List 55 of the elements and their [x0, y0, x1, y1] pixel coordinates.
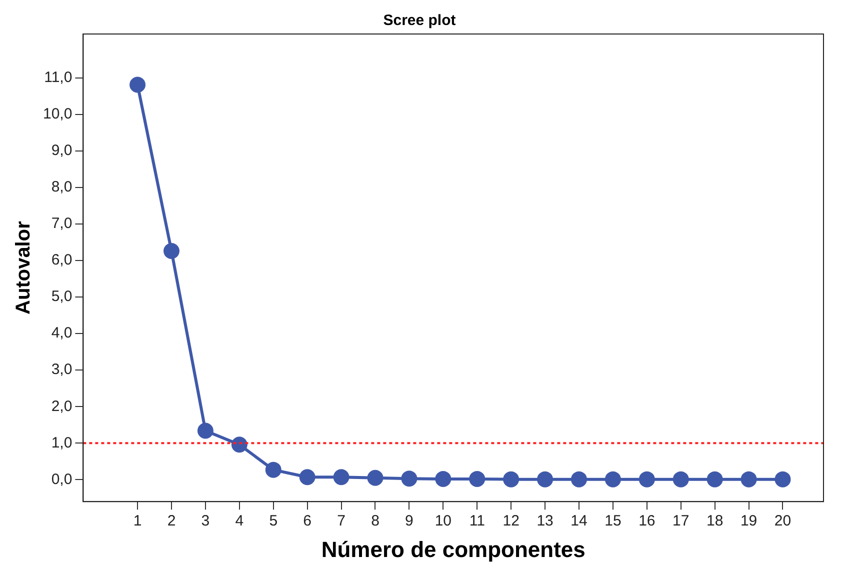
point — [435, 470, 452, 487]
point — [367, 470, 384, 486]
x-axis-title: Número de componentes — [321, 536, 586, 562]
y-tick-label: 0,0 — [51, 470, 72, 488]
x-tick-label: 5 — [269, 512, 278, 530]
x-tick-label: 6 — [303, 512, 312, 530]
point — [265, 462, 282, 478]
point — [706, 471, 723, 488]
x-tick-label: 20 — [774, 512, 792, 530]
y-tick-label: 5,0 — [51, 288, 72, 306]
point — [740, 471, 757, 488]
x-tick-label: 14 — [570, 512, 588, 530]
point — [299, 469, 316, 486]
point — [638, 471, 655, 488]
x-tick-label: 13 — [536, 512, 554, 530]
y-tick-label: 9,0 — [51, 142, 72, 160]
point — [774, 471, 791, 488]
x-tick-label: 4 — [235, 512, 244, 530]
x-tick-label: 19 — [740, 512, 758, 530]
x-tick-label: 2 — [167, 512, 176, 530]
point — [503, 471, 520, 488]
y-tick-label: 1,0 — [51, 434, 72, 452]
y-tick-label: 11,0 — [44, 68, 72, 86]
x-tick-label: 7 — [337, 512, 346, 530]
x-tick-label: 12 — [502, 512, 520, 530]
x-tick-label: 15 — [604, 512, 622, 530]
x-tick-label: 17 — [672, 512, 690, 530]
y-tick-label: 3,0 — [51, 361, 72, 378]
point — [537, 471, 554, 488]
x-tick-label: 3 — [201, 512, 210, 530]
point — [469, 470, 486, 487]
point — [231, 436, 248, 453]
x-tick-label: 8 — [371, 512, 380, 530]
x-tick-label: 11 — [469, 512, 485, 530]
point — [197, 422, 214, 439]
x-tick-label: 9 — [405, 512, 414, 530]
point — [130, 76, 146, 93]
y-tick-label: 4,0 — [51, 324, 72, 342]
y-tick-label: 2,0 — [51, 398, 72, 415]
point — [401, 470, 418, 487]
point — [570, 471, 587, 488]
x-tick-label: 16 — [638, 512, 656, 530]
point — [604, 471, 621, 488]
y-tick-label: 8,0 — [51, 178, 72, 196]
x-tick-label: 18 — [706, 512, 724, 530]
point — [163, 242, 180, 259]
y-tick-label: 6,0 — [51, 252, 72, 269]
y-axis-title: Autovalor — [12, 220, 35, 314]
point — [672, 471, 689, 488]
y-tick-label: 7,0 — [51, 215, 72, 232]
x-tick-label: 1 — [133, 512, 142, 530]
chart-title: Scree plot — [383, 12, 456, 30]
y-tick-label: 10,0 — [42, 106, 72, 123]
x-tick-label: 10 — [434, 512, 452, 530]
point — [333, 469, 350, 486]
